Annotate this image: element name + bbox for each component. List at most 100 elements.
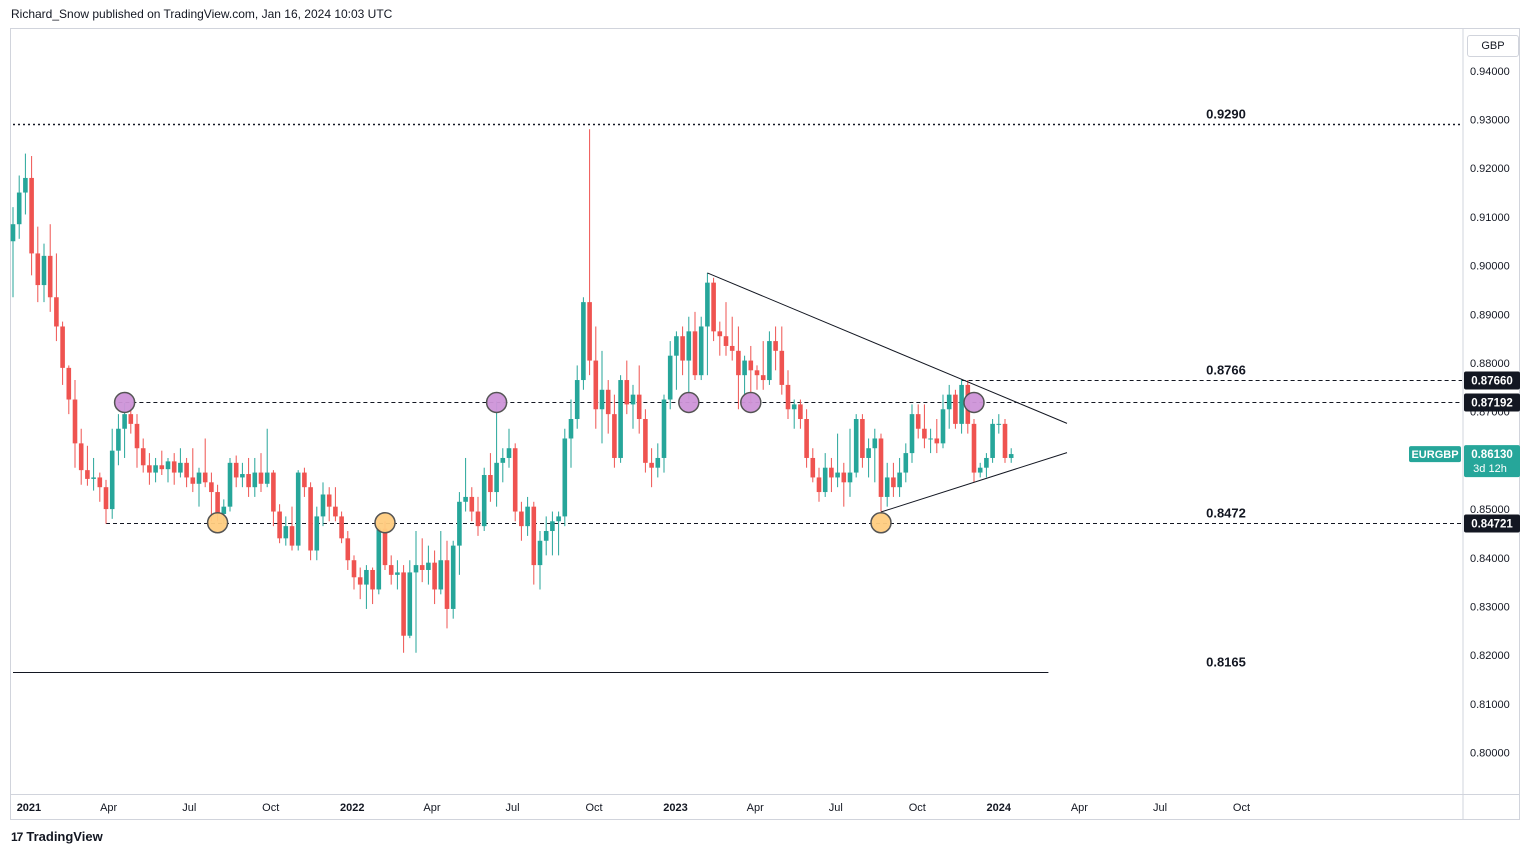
candle-body <box>884 477 890 497</box>
candle-body <box>698 326 704 376</box>
candle-body <box>748 360 754 371</box>
candle <box>202 438 208 488</box>
level-labels-layer: 0.9290 0.8766 0.87660 0.87192 0.8472 0.84721 0… <box>1206 107 1520 670</box>
candle-body <box>878 438 884 497</box>
candle-body <box>556 516 561 522</box>
candle <box>643 409 648 473</box>
candle <box>841 462 847 507</box>
candle-body <box>351 560 357 578</box>
candle <box>785 370 791 420</box>
candle-body <box>314 516 320 551</box>
level-axis-tag-bg <box>1464 393 1520 412</box>
currency-button[interactable]: GBP <box>1467 35 1519 57</box>
candle <box>364 565 369 609</box>
candle-body <box>444 560 450 609</box>
candle-body <box>103 487 109 510</box>
candle <box>165 457 171 483</box>
candle <box>953 389 958 429</box>
y-tick-label: 0.90000 <box>1470 261 1510 273</box>
candle-body <box>302 472 307 488</box>
candle-body <box>667 355 673 400</box>
candle-body <box>47 255 53 298</box>
candle <box>91 457 96 491</box>
candle <box>618 375 623 463</box>
symbol-tag: EURGBP <box>1411 449 1458 461</box>
candle <box>550 511 555 556</box>
candle-body <box>184 462 189 478</box>
candle <box>16 175 22 239</box>
candle <box>649 448 654 488</box>
candle <box>252 457 258 497</box>
y-tick-label: 0.81000 <box>1470 699 1510 711</box>
candle <box>264 428 270 488</box>
candle <box>66 365 72 415</box>
candle <box>853 414 859 478</box>
candle-body <box>1008 454 1014 458</box>
candle <box>847 428 853 497</box>
y-tick-label: 0.91000 <box>1470 212 1510 224</box>
time-axis: 2021 Apr Jul Oct 2022 Apr Jul Oct 2023 Apr Jul Oct 2… <box>17 802 1250 814</box>
candle <box>463 457 468 512</box>
candle <box>915 404 921 439</box>
candle <box>866 438 871 478</box>
x-tick-label: Apr <box>747 802 764 814</box>
candle <box>984 453 989 478</box>
candle-body <box>742 360 747 376</box>
candle-body <box>984 457 989 468</box>
candle <box>705 272 710 376</box>
level-axis-tag: 0.87192 <box>1471 398 1513 410</box>
candle <box>922 404 927 449</box>
candle <box>333 487 338 522</box>
candle-body <box>438 560 444 590</box>
candle <box>872 428 878 483</box>
trendline-lower <box>880 452 1068 513</box>
pink-marker <box>485 391 508 414</box>
candle <box>351 555 357 590</box>
candle-body <box>345 538 351 561</box>
candle-body <box>500 457 506 463</box>
candle <box>779 326 785 395</box>
candle-body <box>215 492 220 514</box>
candle-body <box>66 367 72 400</box>
candle-body <box>295 472 301 546</box>
candle-body <box>630 394 636 405</box>
y-tick-label: 0.94000 <box>1470 66 1510 78</box>
candle <box>556 511 561 556</box>
candle <box>320 482 326 527</box>
level-axis-tag-bg <box>1464 514 1520 533</box>
candle-body <box>23 177 28 193</box>
price-axis: 0.94000 0.93000 0.92000 0.91000 0.90000 0.890… <box>1470 66 1510 760</box>
candle-body <box>543 531 549 541</box>
candle-body <box>364 569 369 585</box>
candle-body <box>252 472 258 488</box>
candle <box>891 462 896 497</box>
candle <box>388 555 394 585</box>
candle <box>271 470 276 527</box>
candle-body <box>512 448 518 512</box>
grid-layer <box>11 29 1519 819</box>
candle <box>804 409 809 468</box>
tradingview-brand[interactable]: 17 TradingView <box>11 829 103 844</box>
candle <box>370 567 375 605</box>
candle <box>426 545 431 585</box>
candle-body <box>940 409 946 444</box>
publisher-line: Richard_Snow published on TradingView.co… <box>11 7 393 21</box>
candle <box>10 207 16 298</box>
candle <box>767 331 772 385</box>
candle <box>593 326 599 429</box>
candle-body <box>829 467 834 478</box>
candle-body <box>915 414 921 429</box>
candle-body <box>488 475 493 493</box>
x-tick-label: Jul <box>182 802 196 814</box>
orange-marker <box>374 511 396 534</box>
candle-body <box>419 565 425 570</box>
y-tick-label: 0.80000 <box>1470 748 1510 760</box>
candle <box>717 321 723 356</box>
candle-body <box>165 461 171 470</box>
candle <box>996 414 1002 434</box>
chart-frame <box>10 28 1520 820</box>
candle-body <box>959 384 964 424</box>
candle <box>711 277 716 342</box>
candle-body <box>525 506 530 527</box>
